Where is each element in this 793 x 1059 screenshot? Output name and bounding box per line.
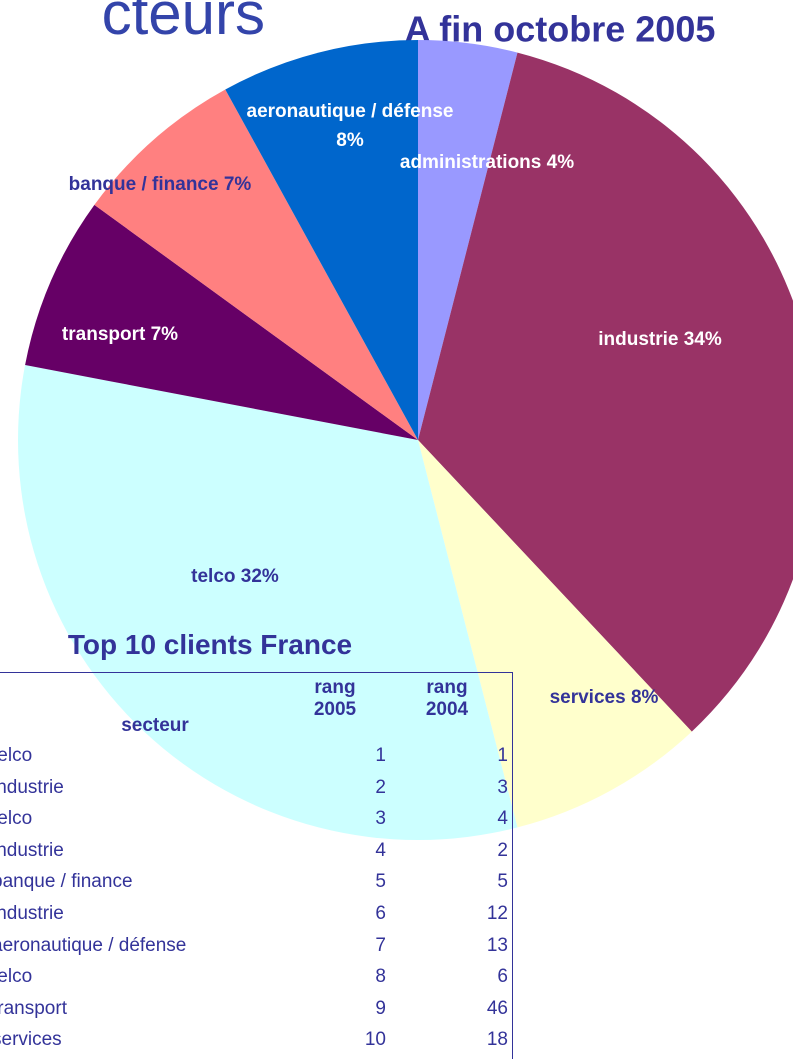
slice-value-label: 34% xyxy=(684,329,722,350)
table-cell: 46 xyxy=(486,997,508,1019)
slice-label: telco 32% xyxy=(191,566,279,587)
slice-value-label: 8% xyxy=(631,687,659,708)
slice-value-label: 4% xyxy=(547,152,575,173)
column-header: rang 2004 xyxy=(425,677,469,720)
table-cell: 10 xyxy=(364,1029,386,1051)
slice-label: aeronautique / défense 8% xyxy=(247,101,454,151)
pie-slice xyxy=(225,40,418,440)
slide-heading: cteurs xyxy=(102,0,265,47)
slice-label: transport 7% xyxy=(62,324,178,345)
slice-label: banque / finance 7% xyxy=(69,174,252,195)
table-cell: aeronautique / défense xyxy=(0,934,187,956)
table-cell: 2 xyxy=(375,776,386,798)
table-cell: telco xyxy=(0,745,33,766)
slice-category: industrie xyxy=(598,329,678,350)
table-cell: 13 xyxy=(486,934,508,956)
table-cell: 5 xyxy=(375,871,386,893)
slice-category: services xyxy=(550,687,626,708)
slice-category: transport xyxy=(62,324,146,345)
table-cell: 3 xyxy=(375,808,386,830)
slice-label: services 8% xyxy=(550,687,659,708)
pie-slice xyxy=(418,440,692,828)
slice-label: industrie 34% xyxy=(598,329,722,350)
table-cell: 12 xyxy=(486,903,508,924)
slice-category: aeronautique / défense xyxy=(247,101,454,122)
slice-label: administrations 4% xyxy=(400,152,574,173)
table-cell: telco xyxy=(0,966,33,988)
table-cell: 3 xyxy=(497,776,508,798)
slice-value-label: 32% xyxy=(241,566,279,587)
slice-value-label: 7% xyxy=(151,324,179,345)
table-cell: 1 xyxy=(497,745,508,766)
table-cell: industrie xyxy=(0,776,64,798)
table-cell: 6 xyxy=(375,903,386,924)
pie-slice xyxy=(25,204,418,440)
table-cell: services xyxy=(0,1029,62,1051)
table-cell: 4 xyxy=(497,808,508,830)
table-cell: transport xyxy=(0,997,67,1019)
table-title: Top 10 clients France xyxy=(67,629,353,660)
table-cell: 2 xyxy=(497,839,508,861)
table-cell: telco xyxy=(0,808,33,830)
pie-slice xyxy=(17,365,518,840)
table-cell: 6 xyxy=(497,966,508,988)
slice-category: telco xyxy=(191,566,235,587)
table-cell: 5 xyxy=(497,871,508,893)
table-cell: 18 xyxy=(486,1029,508,1051)
pie-slice xyxy=(418,40,518,440)
pie-slice xyxy=(418,52,793,732)
slice-value-label: 8% xyxy=(336,130,364,151)
slice-value-label: 7% xyxy=(224,174,252,195)
column-header: secteur xyxy=(121,715,189,736)
slice-category: administrations xyxy=(400,152,541,173)
table-cell: 9 xyxy=(375,997,386,1019)
table-cell: 7 xyxy=(375,934,386,956)
table-cell: industrie xyxy=(0,839,64,861)
table-cell: 8 xyxy=(375,966,386,988)
table-cell: 1 xyxy=(375,745,386,766)
table-cell: industrie xyxy=(0,903,64,924)
slice-category: banque / finance xyxy=(69,174,219,195)
table-frame xyxy=(0,672,513,1059)
column-header: rang 2005 xyxy=(313,677,357,720)
table-cell: 4 xyxy=(375,839,386,861)
pie-slice xyxy=(94,89,419,440)
table-cell: banque / finance xyxy=(0,871,133,893)
